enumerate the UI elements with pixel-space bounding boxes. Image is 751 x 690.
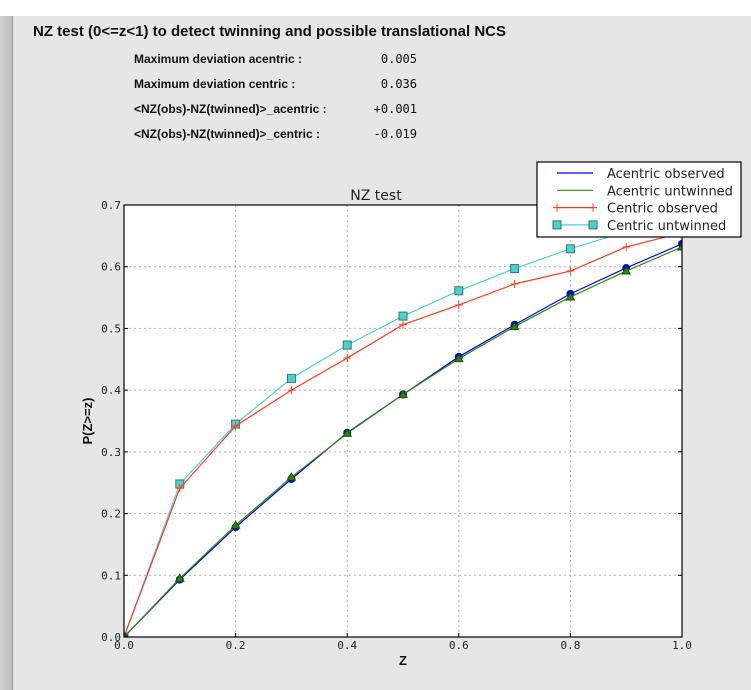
data-point (566, 267, 575, 276)
x-tick-label: 1.0 (672, 639, 692, 652)
x-tick-label: 0.4 (337, 639, 357, 652)
legend-label: Centric observed (607, 202, 718, 217)
stat-label: <NZ(obs)-NZ(twinned)>_acentric : (134, 102, 327, 116)
y-tick-label: 0.2 (101, 508, 121, 521)
x-tick-label: 0.2 (226, 639, 246, 652)
data-point (510, 279, 519, 288)
data-point (398, 311, 408, 321)
data-point (589, 203, 597, 212)
y-tick-label: 0.6 (101, 261, 121, 274)
chart-title: NZ test (350, 188, 402, 204)
legend-label: Acentric untwinned (607, 184, 733, 199)
stat-value: 0.005 (380, 52, 417, 66)
top-bar (0, 0, 751, 16)
data-point (454, 300, 463, 309)
plot-area (124, 205, 682, 637)
series-acentric-untwinned (124, 241, 682, 637)
data-point (398, 389, 408, 398)
stat-value: +0.001 (373, 102, 417, 116)
data-point (287, 386, 296, 395)
y-tick-label: 0.4 (101, 384, 121, 397)
stat-value: 0.036 (380, 77, 417, 91)
data-point (553, 203, 561, 212)
stat-label: Maximum deviation acentric : (134, 52, 303, 66)
data-point (175, 484, 184, 493)
data-point (231, 421, 240, 430)
data-point (565, 244, 575, 254)
y-axis-label: P(Z>=z) (80, 398, 95, 445)
data-point (565, 291, 576, 301)
data-point (343, 354, 352, 363)
data-point (552, 220, 562, 230)
x-axis-label: Z (399, 653, 407, 668)
x-tick-label: 0.0 (114, 639, 134, 652)
series-centric-observed (124, 228, 682, 637)
y-tick-label: 0.1 (101, 569, 121, 582)
data-point (399, 320, 407, 329)
data-point (286, 373, 296, 383)
x-tick-label: 0.8 (560, 639, 580, 652)
data-point (453, 353, 464, 363)
data-point (342, 340, 352, 350)
data-point (286, 472, 297, 481)
data-point (622, 242, 631, 251)
stat-value: -0.019 (373, 127, 417, 141)
data-point (677, 241, 682, 251)
y-tick-label: 0.3 (101, 446, 121, 459)
data-point (510, 264, 520, 274)
data-point (342, 428, 353, 437)
data-point (454, 286, 464, 296)
data-point (509, 321, 520, 331)
stat-label: Maximum deviation centric : (134, 77, 296, 91)
legend-label: Centric untwinned (607, 219, 726, 234)
x-tick-label: 0.6 (449, 639, 469, 652)
data-point (230, 520, 241, 529)
y-tick-label: 0.0 (101, 631, 121, 644)
plot-frame (123, 204, 683, 638)
stat-label: <NZ(obs)-NZ(twinned)>_centric : (134, 127, 321, 141)
data-point (174, 573, 185, 582)
data-point (588, 220, 598, 230)
y-tick-label: 0.5 (101, 322, 121, 335)
section-title: NZ test (0<=z<1) to detect twinning and … (33, 23, 506, 40)
legend-label: Acentric observed (607, 167, 725, 182)
data-point (621, 266, 632, 275)
y-tick-label: 0.7 (101, 199, 121, 212)
legend: Acentric observed Acentric untwinned Centr… (536, 161, 742, 238)
left-scroll-strip (0, 16, 13, 690)
